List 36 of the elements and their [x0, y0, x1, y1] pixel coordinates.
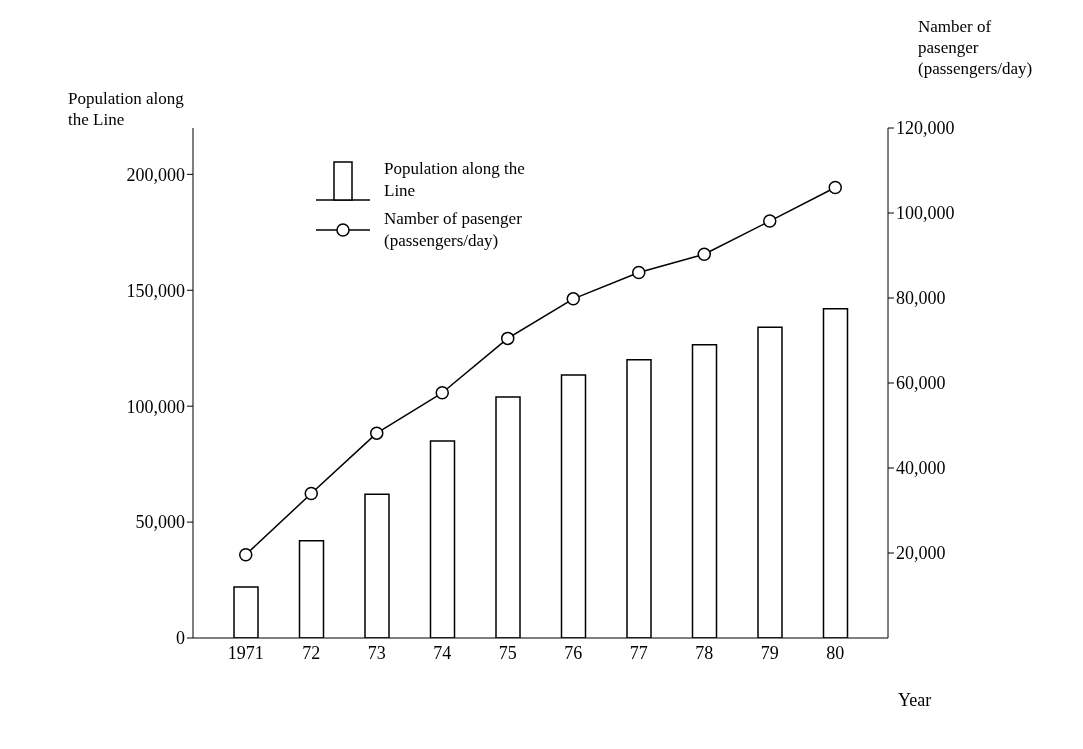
y-tick-label: 200,000: [126, 164, 185, 185]
x-axis-title: Year: [898, 690, 932, 711]
point: [239, 547, 253, 562]
x-tick-label: 74: [433, 642, 452, 663]
x-tick-label: 1971: [227, 642, 264, 663]
x-tick-label: 73: [367, 642, 386, 663]
y-tick-label: 50,000: [135, 512, 185, 533]
y2-tick-label: 60,000: [896, 373, 946, 394]
y-tick-label: 0: [176, 628, 185, 649]
y2-tick-label: 80,000: [896, 288, 946, 309]
point: [304, 486, 318, 501]
y-tick-label: 100,000: [126, 396, 185, 417]
y2-axis-title: Namber of pasenger (passengers/day): [918, 16, 1034, 79]
x-tick-label: 79: [760, 642, 779, 663]
legend-label: Population along the Line: [384, 158, 526, 202]
x-tick-label: 75: [498, 642, 517, 663]
point: [566, 292, 580, 306]
y2-tick-label: 120,000: [896, 118, 955, 139]
x-tick-label: 76: [564, 642, 583, 663]
point: [435, 386, 449, 400]
point: [828, 180, 842, 195]
legend-label: Namber of pasenger (passengers/day): [384, 208, 523, 252]
y2-tick-label: 20,000: [896, 543, 946, 564]
x-tick-label: 78: [695, 642, 714, 663]
y-tick-label: 150,000: [126, 280, 185, 301]
y2-tick-label: 100,000: [896, 203, 955, 224]
x-tick-label: 80: [826, 642, 845, 663]
x-tick-label: 72: [302, 642, 321, 663]
point: [501, 331, 515, 346]
point: [763, 214, 777, 228]
point: [632, 265, 646, 280]
y-axis-title: Population along the Line: [68, 88, 185, 130]
y2-tick-label: 40,000: [896, 458, 946, 479]
x-tick-label: 77: [629, 642, 648, 663]
point: [370, 426, 384, 440]
point: [697, 247, 711, 261]
